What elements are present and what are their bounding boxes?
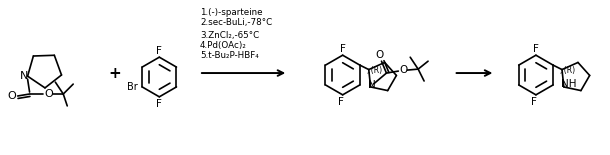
Text: 4.Pd(OAc)₂: 4.Pd(OAc)₂ [200, 41, 247, 50]
Text: N: N [20, 71, 28, 81]
Text: N: N [368, 80, 375, 90]
Text: F: F [531, 97, 537, 107]
Text: 1.(-)-sparteine: 1.(-)-sparteine [200, 8, 262, 17]
Text: O: O [375, 50, 384, 60]
Text: F: F [338, 97, 343, 107]
Text: F: F [156, 99, 162, 109]
Text: 3.ZnCl₂,-65°C: 3.ZnCl₂,-65°C [200, 31, 259, 40]
Text: F: F [533, 44, 539, 54]
Text: O: O [44, 89, 53, 99]
Text: 5.t-Bu₂P-HBF₄: 5.t-Bu₂P-HBF₄ [200, 51, 259, 60]
Text: O: O [399, 65, 407, 75]
Text: NH: NH [561, 79, 576, 89]
Text: +: + [109, 66, 121, 81]
Text: ,,(R): ,,(R) [366, 66, 382, 75]
Text: ,,(R): ,,(R) [559, 66, 576, 75]
Text: 2.sec-BuLi,-78°C: 2.sec-BuLi,-78°C [200, 18, 272, 27]
Text: O: O [7, 91, 16, 101]
Text: Br: Br [127, 82, 138, 92]
Text: F: F [340, 44, 346, 54]
Text: F: F [156, 46, 162, 56]
